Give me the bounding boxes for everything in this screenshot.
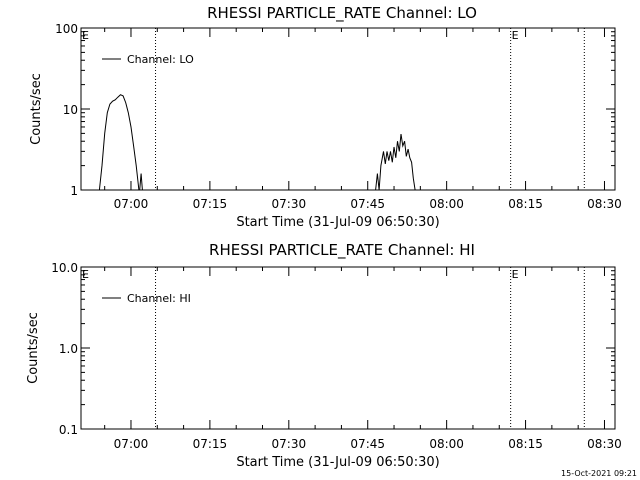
- y-axis-label: Counts/sec: [29, 73, 44, 145]
- chart-panel-lo: RHESSI PARTICLE_RATE Channel: LO Counts/s…: [29, 4, 622, 230]
- x-tick-label: 08:15: [508, 437, 543, 451]
- data-series-line: [375, 134, 416, 190]
- event-marker-label: E: [512, 268, 519, 281]
- x-tick-label: 07:15: [193, 197, 228, 211]
- chart-title: RHESSI PARTICLE_RATE Channel: LO: [207, 4, 477, 23]
- chart-title: RHESSI PARTICLE_RATE Channel: HI: [209, 241, 475, 260]
- legend: Channel: LO: [102, 53, 194, 66]
- y-tick-label: 1.0: [59, 342, 78, 356]
- y-tick-label: 10.0: [51, 261, 78, 275]
- x-axis-label: Start Time (31-Jul-09 06:50:30): [236, 455, 439, 470]
- legend-entry-label: Channel: LO: [127, 53, 194, 66]
- y-axis-label: Counts/sec: [26, 312, 41, 384]
- y-tick-label: 100: [55, 22, 78, 36]
- x-tick-label: 07:15: [193, 437, 228, 451]
- y-tick-label: 10: [63, 103, 78, 117]
- x-tick-label: 08:30: [587, 437, 622, 451]
- data-series-line: [139, 173, 143, 190]
- x-axis-label: Start Time (31-Jul-09 06:50:30): [236, 215, 439, 230]
- legend: Channel: HI: [102, 292, 191, 305]
- event-marker-label: E: [82, 29, 89, 42]
- x-tick-label: 08:15: [508, 197, 543, 211]
- data-series-line: [98, 94, 140, 190]
- x-tick-label: 07:30: [272, 197, 307, 211]
- x-tick-label: 07:30: [272, 437, 307, 451]
- event-marker-label: E: [82, 268, 89, 281]
- event-marker-label: E: [512, 29, 519, 42]
- chart-panel-hi: RHESSI PARTICLE_RATE Channel: HI Counts/s…: [26, 241, 622, 470]
- x-tick-label: 07:45: [350, 197, 385, 211]
- y-tick-label: 1: [70, 184, 78, 198]
- x-tick-label: 07:00: [114, 437, 149, 451]
- x-tick-label: 07:45: [350, 437, 385, 451]
- x-tick-label: 07:00: [114, 197, 149, 211]
- x-tick-label: 08:00: [429, 197, 464, 211]
- x-tick-label: 08:30: [587, 197, 622, 211]
- generation-timestamp: 15-Oct-2021 09:21: [561, 469, 637, 478]
- x-tick-label: 08:00: [429, 437, 464, 451]
- legend-entry-label: Channel: HI: [127, 292, 191, 305]
- y-tick-label: 0.1: [59, 423, 78, 437]
